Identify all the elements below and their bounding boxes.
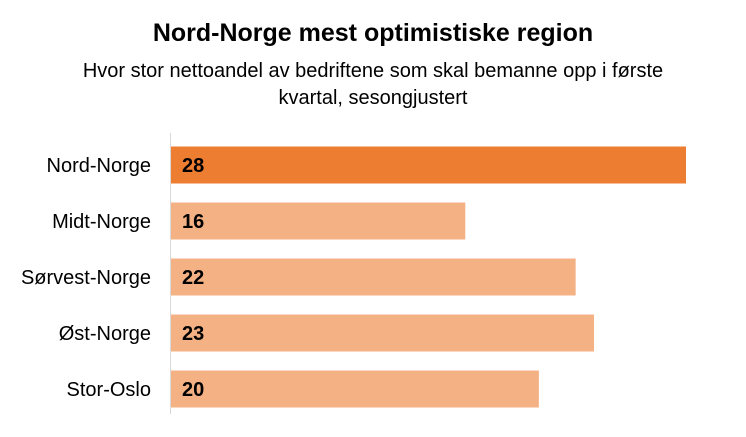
data-label: 28: [182, 155, 204, 177]
category-label: Stor-Oslo: [67, 379, 151, 401]
category-label: Sørvest-Norge: [21, 267, 151, 289]
bar-chart: Nord-Norge 28 Midt-Norge 16 Sørvest-Norge 22 Ø…: [0, 0, 746, 437]
category-label: Midt-Norge: [52, 211, 151, 233]
data-label: 20: [182, 379, 204, 401]
bar-øst-norge: [171, 315, 594, 352]
category-label: Øst-Norge: [59, 323, 151, 345]
data-label: 22: [182, 267, 204, 289]
bar-sørvest-norge: [171, 259, 576, 296]
data-label: 23: [182, 323, 204, 345]
data-label: 16: [182, 211, 204, 233]
bar-nord-norge: [171, 147, 686, 184]
bar-midt-norge: [171, 203, 465, 240]
category-label: Nord-Norge: [47, 155, 151, 177]
bar-stor-oslo: [171, 371, 539, 408]
bars-layer: Nord-Norge 28 Midt-Norge 16 Sørvest-Norge 22 Ø…: [21, 147, 686, 408]
